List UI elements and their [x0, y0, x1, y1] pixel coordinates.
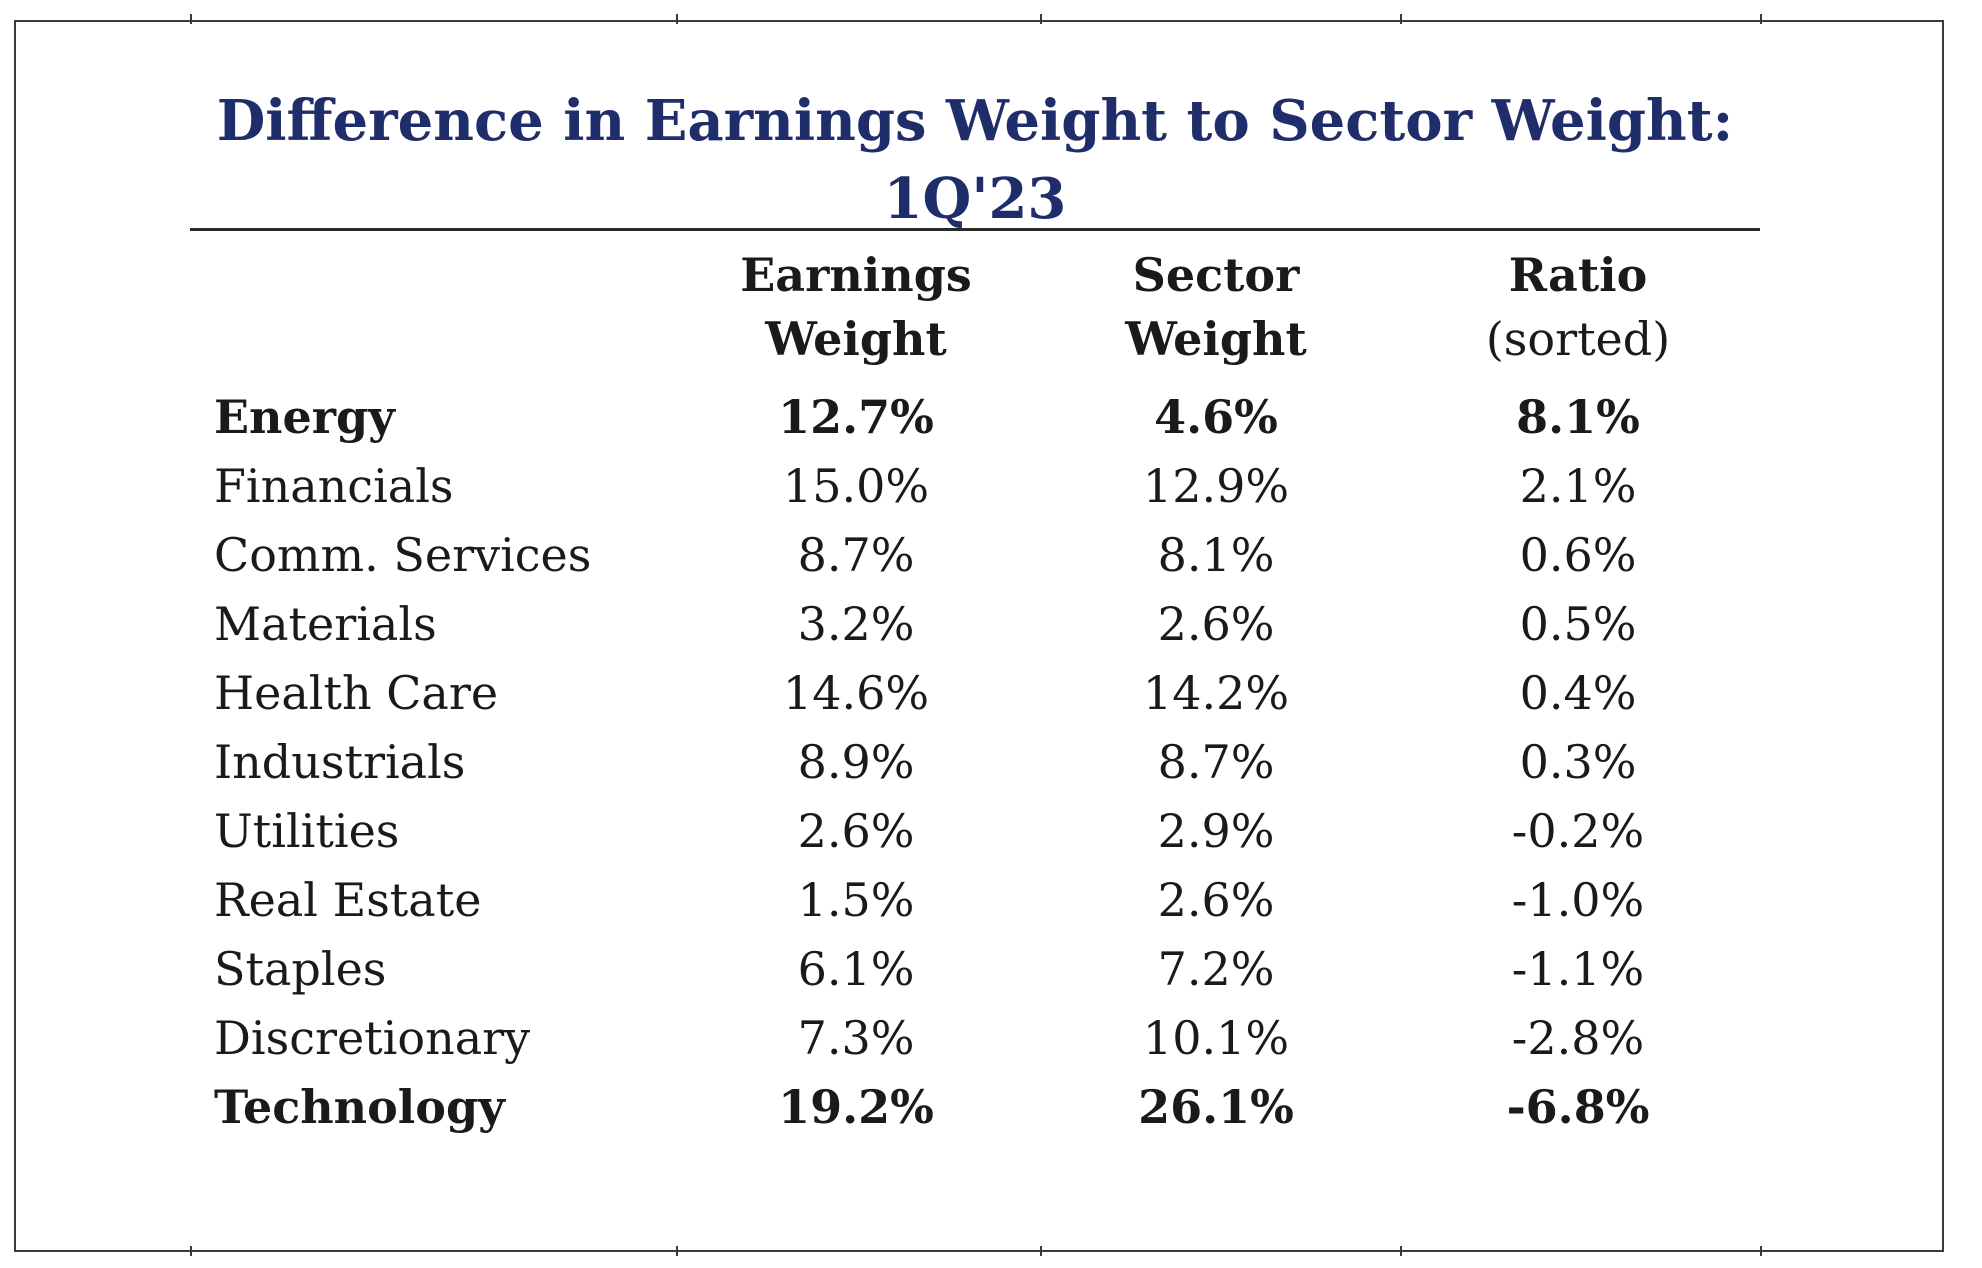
- table-row: Industrials 8.9% 8.7% 0.3%: [0, 728, 1982, 796]
- frame-tick: [190, 14, 192, 24]
- sector-name-cell: Materials: [214, 597, 437, 651]
- earnings-weight-cell: 19.2%: [778, 1080, 934, 1134]
- title-rule: [190, 228, 1760, 231]
- sector-name-cell: Financials: [214, 459, 454, 513]
- sector-name-cell: Comm. Services: [214, 528, 592, 582]
- ratio-cell: -1.1%: [1511, 942, 1645, 996]
- table-row: Real Estate 1.5% 2.6% -1.0%: [0, 866, 1982, 934]
- sector-weight-cell: 26.1%: [1138, 1080, 1294, 1134]
- sector-name-cell: Utilities: [214, 804, 400, 858]
- column-header-ratio: Ratio (sorted): [1428, 243, 1728, 371]
- sector-name-cell: Industrials: [214, 735, 466, 789]
- sector-weight-cell: 8.1%: [1157, 528, 1275, 582]
- table-title-line2: 1Q'23: [883, 166, 1067, 232]
- sector-weight-cell: 4.6%: [1154, 390, 1278, 444]
- table-row: Discretionary 7.3% 10.1% -2.8%: [0, 1004, 1982, 1072]
- frame-tick: [1760, 14, 1762, 24]
- table-row: Technology 19.2% 26.1% -6.8%: [0, 1073, 1982, 1141]
- table-row: Financials 15.0% 12.9% 2.1%: [0, 452, 1982, 520]
- sector-name-cell: Technology: [214, 1080, 505, 1134]
- frame-tick: [190, 1246, 192, 1256]
- sector-name-cell: Health Care: [214, 666, 499, 720]
- table-row: Health Care 14.6% 14.2% 0.4%: [0, 659, 1982, 727]
- ratio-cell: -0.2%: [1511, 804, 1645, 858]
- sector-weight-cell: 14.2%: [1142, 666, 1290, 720]
- frame-tick: [676, 14, 678, 24]
- earnings-weight-cell: 14.6%: [782, 666, 930, 720]
- ratio-cell: -6.8%: [1506, 1080, 1650, 1134]
- sector-name-cell: Real Estate: [214, 873, 482, 927]
- table-title: Difference in Earnings Weight to Sector …: [190, 82, 1760, 238]
- earnings-weight-cell: 6.1%: [797, 942, 915, 996]
- table-frame: [14, 20, 1944, 1252]
- sector-weight-cell: 12.9%: [1142, 459, 1290, 513]
- column-header-earnings-weight: Earnings Weight: [706, 243, 1006, 371]
- table-row: Energy 12.7% 4.6% 8.1%: [0, 383, 1982, 451]
- table-row: Utilities 2.6% 2.9% -0.2%: [0, 797, 1982, 865]
- column-header-line2: Weight: [765, 312, 947, 366]
- sector-weight-cell: 2.6%: [1157, 597, 1275, 651]
- earnings-weight-cell: 7.3%: [797, 1011, 915, 1065]
- sector-weight-cell: 2.6%: [1157, 873, 1275, 927]
- ratio-cell: 0.4%: [1519, 666, 1637, 720]
- ratio-cell: 0.5%: [1519, 597, 1637, 651]
- frame-tick: [1400, 1246, 1402, 1256]
- earnings-weight-cell: 8.9%: [797, 735, 915, 789]
- sector-name-cell: Discretionary: [214, 1011, 531, 1065]
- column-header-line1: Ratio: [1508, 248, 1648, 302]
- table-title-line1: Difference in Earnings Weight to Sector …: [216, 88, 1734, 154]
- frame-tick: [1040, 1246, 1042, 1256]
- ratio-cell: -2.8%: [1511, 1011, 1645, 1065]
- frame-tick: [1040, 14, 1042, 24]
- ratio-cell: 8.1%: [1516, 390, 1640, 444]
- frame-tick: [1760, 1246, 1762, 1256]
- ratio-cell: 0.3%: [1519, 735, 1637, 789]
- column-header-line1: Sector: [1132, 248, 1300, 302]
- ratio-cell: 2.1%: [1519, 459, 1637, 513]
- sector-weight-cell: 2.9%: [1157, 804, 1275, 858]
- sector-weight-cell: 8.7%: [1157, 735, 1275, 789]
- ratio-cell: -1.0%: [1511, 873, 1645, 927]
- earnings-weight-cell: 12.7%: [778, 390, 934, 444]
- earnings-weight-cell: 15.0%: [782, 459, 930, 513]
- sector-name-cell: Staples: [214, 942, 387, 996]
- table-row: Staples 6.1% 7.2% -1.1%: [0, 935, 1982, 1003]
- frame-tick: [676, 1246, 678, 1256]
- frame-tick: [1400, 14, 1402, 24]
- column-header-sector-weight: Sector Weight: [1066, 243, 1366, 371]
- sector-weight-cell: 7.2%: [1157, 942, 1275, 996]
- earnings-weight-cell: 8.7%: [797, 528, 915, 582]
- table-row: Comm. Services 8.7% 8.1% 0.6%: [0, 521, 1982, 589]
- earnings-weight-cell: 2.6%: [797, 804, 915, 858]
- sector-weight-cell: 10.1%: [1142, 1011, 1290, 1065]
- column-header-line2: (sorted): [1485, 312, 1671, 366]
- table-row: Materials 3.2% 2.6% 0.5%: [0, 590, 1982, 658]
- column-header-line2: Weight: [1125, 312, 1307, 366]
- earnings-weight-cell: 3.2%: [797, 597, 915, 651]
- sector-name-cell: Energy: [214, 390, 395, 444]
- column-header-line1: Earnings: [740, 248, 972, 302]
- ratio-cell: 0.6%: [1519, 528, 1637, 582]
- earnings-weight-cell: 1.5%: [797, 873, 915, 927]
